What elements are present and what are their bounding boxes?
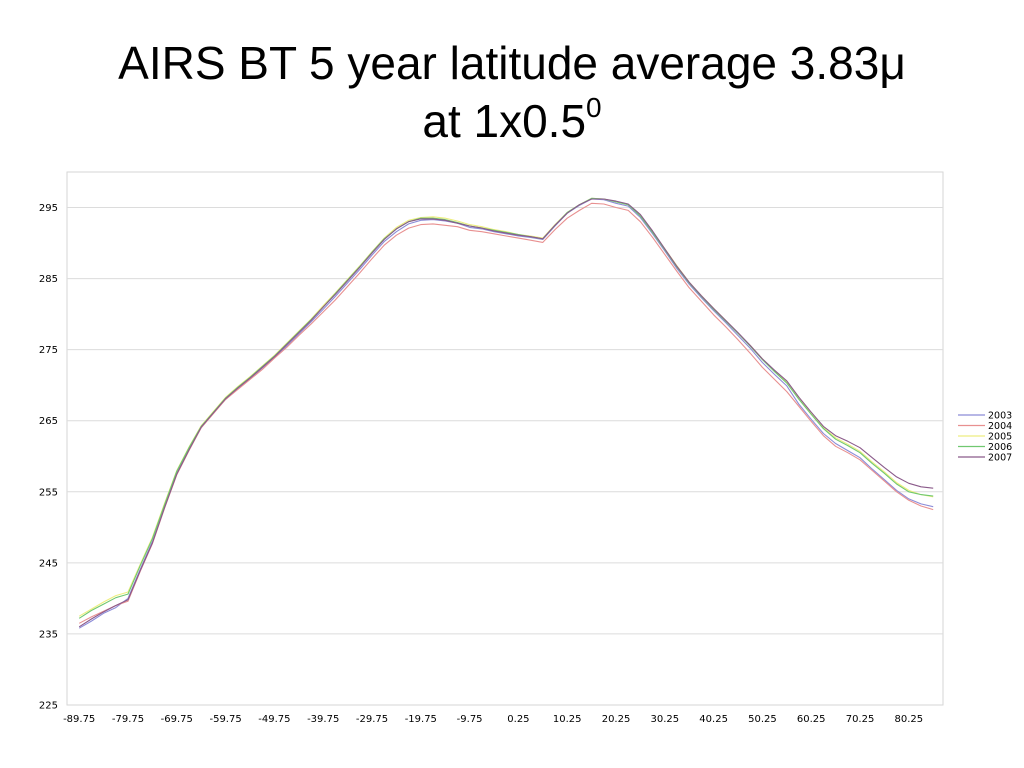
plot-area-frame [66, 171, 944, 706]
y-tick-label: 235 [39, 629, 58, 640]
series-lines [78, 197, 934, 629]
legend-label-2005: 2005 [988, 432, 1012, 443]
x-tick-label: -89.75 [63, 714, 95, 725]
series-line-2004 [78, 202, 934, 624]
slide-title-superscript: 0 [586, 92, 602, 123]
y-tick-label: 245 [39, 558, 58, 569]
y-tick-label: 225 [39, 701, 58, 712]
x-tick-label: -79.75 [112, 714, 144, 725]
y-axis-tick-labels: 225 235 245 255 265 275 285 295 [39, 203, 58, 711]
x-tick-label: 80.25 [895, 714, 924, 725]
x-tick-label: -49.75 [258, 714, 290, 725]
legend-label-2006: 2006 [988, 442, 1012, 453]
series-line-2006 [78, 197, 934, 619]
x-tick-label: -19.75 [405, 714, 437, 725]
y-tick-label: 295 [39, 203, 58, 214]
x-tick-label: 70.25 [846, 714, 875, 725]
y-tick-label: 265 [39, 416, 58, 427]
x-tick-label: -9.75 [457, 714, 483, 725]
legend-label-2004: 2004 [988, 421, 1012, 432]
slide-title-line-1: AIRS BT 5 year latitude average 3.83μ [118, 37, 906, 89]
legend-label-2007: 2007 [988, 453, 1012, 464]
x-tick-label: -39.75 [307, 714, 339, 725]
x-tick-label: 30.25 [651, 714, 680, 725]
x-tick-label: 0.25 [507, 714, 529, 725]
legend-label-2003: 2003 [988, 411, 1012, 422]
x-tick-label: 40.25 [699, 714, 728, 725]
x-tick-label: 60.25 [797, 714, 826, 725]
x-axis-tick-labels: -89.75 -79.75 -69.75 -59.75 -49.75 -39.75 -29.… [63, 714, 923, 725]
y-tick-label: 275 [39, 345, 58, 356]
x-tick-label: 50.25 [748, 714, 777, 725]
x-tick-label: 10.25 [553, 714, 582, 725]
slide-title-line-2-text: at 1x0.5 [422, 95, 587, 147]
y-tick-label: 285 [39, 274, 58, 285]
slide-title-line-2: at 1x0.50 [0, 92, 1024, 150]
x-tick-label: -69.75 [161, 714, 193, 725]
x-tick-label: -29.75 [356, 714, 388, 725]
gridlines [67, 207, 943, 635]
x-tick-label: -59.75 [209, 714, 241, 725]
series-line-2007 [78, 198, 934, 628]
y-tick-label: 255 [39, 487, 58, 498]
x-tick-label: 20.25 [602, 714, 631, 725]
slide-title: AIRS BT 5 year latitude average 3.83μ at… [0, 34, 1024, 150]
